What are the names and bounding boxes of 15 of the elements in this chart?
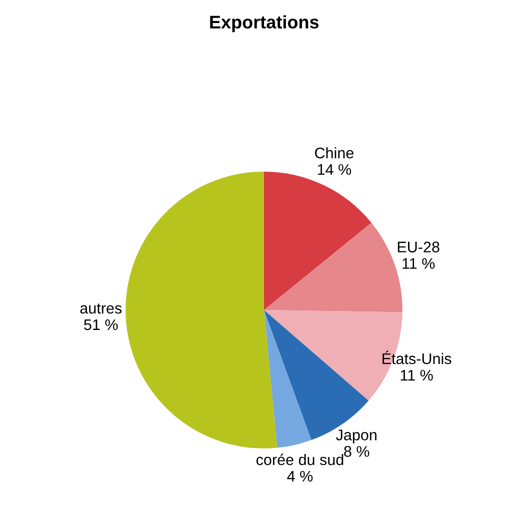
slice-label: EU-28	[398, 242, 440, 252]
pie-slice	[126, 172, 278, 448]
data-label: 51 %	[84, 319, 118, 330]
data-label: 4 %	[287, 470, 313, 482]
pie-slice	[264, 310, 312, 448]
data-label: 11 %	[402, 258, 435, 269]
data-label: 14 %	[318, 164, 352, 175]
slice-label: Japon	[336, 430, 376, 444]
slice-label: États-Unis	[382, 350, 452, 364]
slice-label: autres	[80, 304, 122, 314]
data-label: 11 %	[400, 370, 433, 381]
slice-label: Chine	[315, 147, 354, 158]
slice-label: corée du sud	[256, 454, 344, 466]
chart-title: Exportations	[210, 15, 319, 32]
data-label: 8 %	[344, 446, 370, 457]
